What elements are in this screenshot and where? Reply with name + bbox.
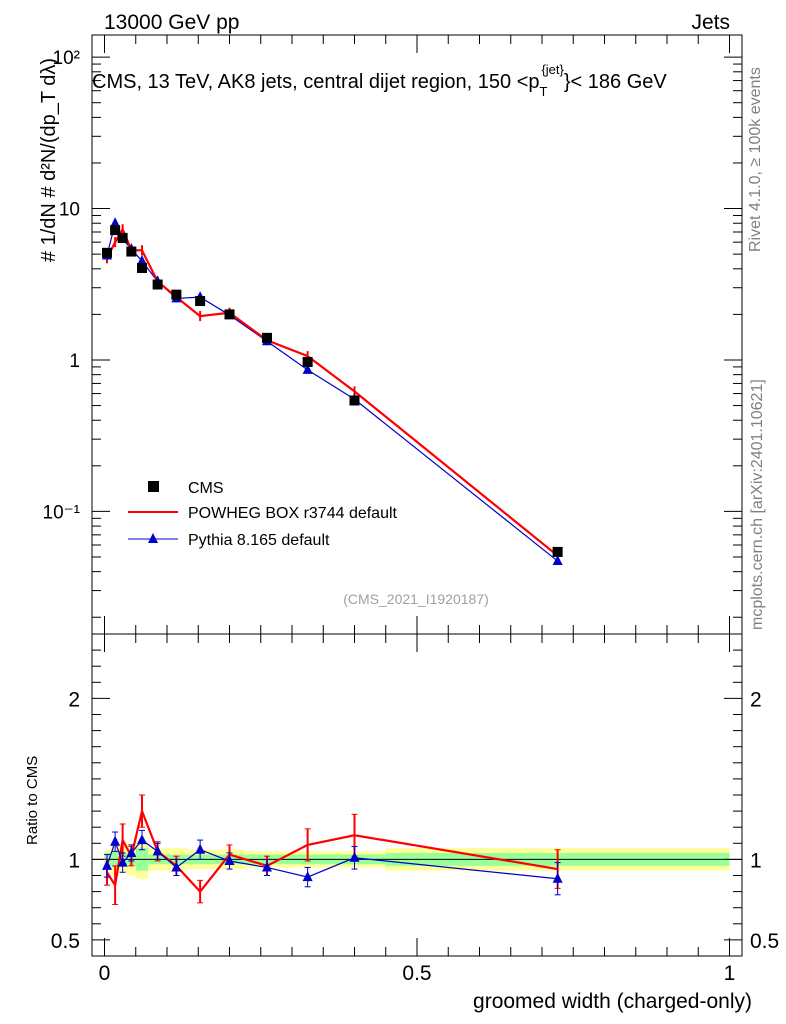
main-axis-ticks: 10⁻¹ 1 10 10² <box>43 35 742 634</box>
mcplots-label: mcplots.cern.ch [arXiv:2401.10621] <box>749 379 766 630</box>
main-y-tick-label: 10⁻¹ <box>43 502 81 523</box>
cms-point <box>171 289 182 300</box>
analysis-id: (CMS_2021_I1920187) <box>343 591 489 607</box>
ratio-panel: 0.5 0.5 1 1 2 2 0 0.5 1 <box>51 633 779 985</box>
chart-title-main: CMS, 13 TeV, AK8 jets, central dijet reg… <box>92 71 540 93</box>
pythia-ratio-point <box>195 843 206 854</box>
main-series <box>102 217 563 566</box>
legend: CMS POWHEG BOX r3744 default Pythia 8.16… <box>128 480 398 549</box>
x-tick-label: 0 <box>99 962 111 985</box>
ratio-axis-ticks: 0.5 0.5 1 1 2 2 0 0.5 1 <box>51 634 779 985</box>
header-category: Jets <box>691 11 730 34</box>
pythia-ratio-point <box>126 846 137 857</box>
pythia-point <box>137 255 147 266</box>
pythia-point <box>302 363 313 374</box>
ratio-y-tick-label-left: 0.5 <box>51 930 80 953</box>
pythia-ratio-point <box>102 859 112 870</box>
cms-point <box>195 296 206 307</box>
pythia-point <box>110 217 121 228</box>
ratio-y-tick-label-right: 0.5 <box>750 930 779 953</box>
cms-point <box>224 309 235 320</box>
pythia-ratio-point <box>552 872 563 883</box>
legend-marker-pythia <box>148 533 158 543</box>
legend-label-cms: CMS <box>188 480 224 497</box>
cms-point <box>262 332 272 343</box>
chart-title-sub: T <box>540 84 548 99</box>
legend-label-powheg: POWHEG BOX r3744 default <box>188 505 398 522</box>
ratio-frame <box>91 633 743 957</box>
header-process: 13000 GeV pp <box>104 11 239 34</box>
chart-title-end: }< 186 GeV <box>564 71 668 93</box>
pythia-point <box>552 555 563 566</box>
main-panel: 10⁻¹ 1 10 10² <box>43 34 743 635</box>
chart-title: CMS, 13 TeV, AK8 jets, central dijet reg… <box>92 62 667 99</box>
cms-point <box>110 225 121 236</box>
ratio-series <box>102 794 563 905</box>
ratio-y-tick-label-right: 1 <box>750 849 762 872</box>
x-tick-label: 0.5 <box>402 962 431 985</box>
pythia-ratio-point <box>302 871 313 882</box>
ratio-y-label: Ratio to CMS <box>24 756 41 845</box>
cms-point <box>552 546 563 557</box>
main-y-tick-label: 1 <box>69 351 80 372</box>
cms-point <box>349 395 360 406</box>
main-y-label-text: # 1/dN # d²N/(dp_T dλ) <box>38 58 60 262</box>
ratio-y-tick-label-left: 1 <box>68 849 80 872</box>
legend-marker-cms <box>148 481 159 492</box>
cms-point <box>102 247 112 258</box>
cms-point <box>137 262 147 273</box>
x-axis-label: groomed width (charged-only) <box>473 990 752 1013</box>
pythia-ratio-point <box>262 861 272 872</box>
cms-point <box>117 232 128 243</box>
legend-label-pythia: Pythia 8.165 default <box>188 532 330 549</box>
main-y-tick-label: 10 <box>59 200 80 221</box>
pythia-ratio-point <box>349 851 360 862</box>
cms-point <box>302 356 313 367</box>
rivet-version-label: Rivet 4.1.0, ≥ 100k events <box>747 67 764 252</box>
main-y-label: # 1/dN # d²N/(dp_T dλ) <box>38 58 60 262</box>
pythia-ratio-point <box>117 856 128 867</box>
chart-title-sup: {jet} <box>541 62 564 77</box>
ratio-y-tick-label-right: 2 <box>750 688 762 711</box>
x-tick-label: 1 <box>724 962 736 985</box>
pythia-ratio-point <box>110 835 121 846</box>
main-y-tick-label: 10² <box>53 48 80 69</box>
cms-point <box>152 279 163 290</box>
ratio-y-tick-label-left: 2 <box>68 688 80 711</box>
pythia-ratio-point <box>171 861 182 872</box>
pythia-ratio-point <box>224 855 235 866</box>
pythia-ratio-point <box>137 834 147 845</box>
cms-point <box>126 246 137 257</box>
pythia-ratio-point <box>152 845 163 856</box>
